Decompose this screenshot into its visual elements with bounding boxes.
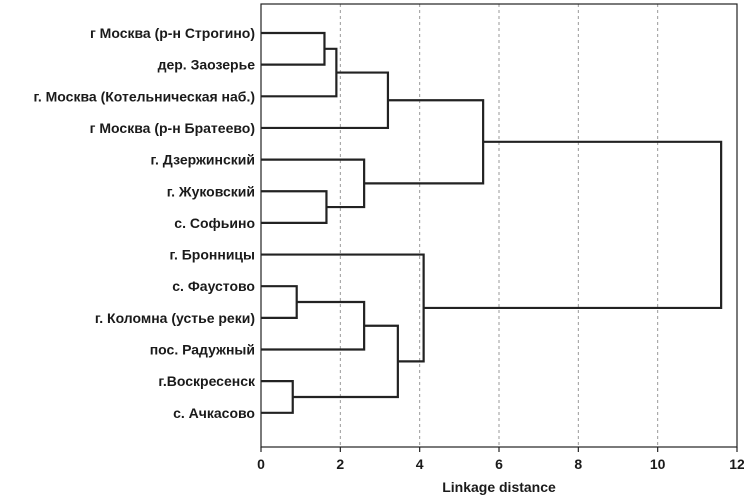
dendrogram-link (364, 99, 485, 185)
dendrogram-link (423, 140, 723, 310)
x-tick-label: 8 (574, 456, 582, 472)
x-tick-label: 10 (650, 456, 666, 472)
leaf-label: г. Москва (Котельническая наб.) (33, 88, 255, 104)
x-tick-label: 2 (336, 456, 344, 472)
dendrogram-link (261, 158, 366, 209)
leaf-label: г Москва (р-н Братеево) (90, 120, 255, 136)
grid-layer (339, 4, 659, 447)
x-tick-label: 6 (495, 456, 503, 472)
leaf-label: г Москва (р-н Строгино) (90, 25, 255, 41)
dendrogram-link (292, 324, 399, 399)
x-axis-title: Linkage distance (442, 479, 556, 495)
leaf-label: с. Ачкасово (173, 405, 255, 421)
leaf-label: г. Дзержинский (151, 152, 255, 168)
link-layer (261, 31, 723, 414)
x-tick-label: 0 (257, 456, 265, 472)
leaf-label: дер. Заозерье (158, 57, 256, 73)
dendrogram-link (261, 190, 328, 224)
leaf-label: г.Воскресенск (158, 373, 256, 389)
x-tick-label: 4 (416, 456, 424, 472)
leaf-label: пос. Радужный (150, 342, 255, 358)
leaf-label: с. Софьино (174, 215, 255, 231)
dendrogram-link (261, 285, 298, 319)
x-tick-label: 12 (729, 456, 744, 472)
leaf-label: г. Жуковский (167, 183, 255, 199)
leaf-label: г. Коломна (устье реки) (95, 310, 255, 326)
leaf-label: с. Фаустово (172, 278, 255, 294)
leaf-label: г. Бронницы (170, 247, 255, 263)
leaf-label-layer: г Москва (р-н Строгино) дер. Заозерье г. М… (33, 25, 256, 421)
dendrogram-link (261, 31, 326, 66)
dendrogram-link (261, 253, 425, 363)
dendrogram-link (261, 380, 294, 414)
dendrogram-link (261, 300, 366, 351)
dendrogram-link (261, 71, 390, 130)
x-axis-ticks: 0 2 4 6 8 10 12 (257, 447, 744, 472)
